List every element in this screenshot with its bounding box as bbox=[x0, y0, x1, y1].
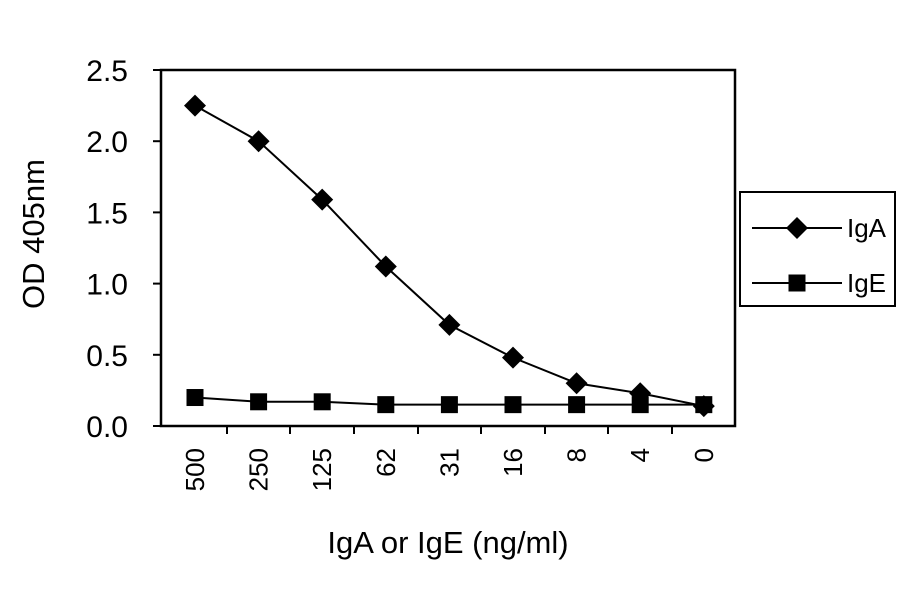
data-point-iga bbox=[565, 372, 588, 395]
y-tick-label: 0.0 bbox=[86, 411, 128, 444]
y-tick-label: 2.5 bbox=[86, 55, 128, 88]
data-point-iga bbox=[438, 313, 461, 336]
x-tick-label: 500 bbox=[180, 448, 210, 491]
x-tick-label: 0 bbox=[689, 448, 719, 462]
data-point-iga bbox=[374, 255, 397, 278]
series-iga bbox=[184, 94, 715, 418]
data-point-ige bbox=[568, 396, 586, 414]
x-tick-label: 4 bbox=[625, 448, 655, 462]
x-tick-label: 31 bbox=[434, 448, 464, 477]
series-line-iga bbox=[194, 104, 704, 408]
data-point-iga bbox=[247, 130, 270, 153]
x-tick-labels: 500 250 125 62 31 16 8 4 0 bbox=[180, 426, 719, 491]
data-point-ige bbox=[695, 396, 713, 414]
legend-marker-iga bbox=[786, 217, 808, 239]
x-tick-label: 8 bbox=[562, 448, 592, 462]
data-point-iga bbox=[502, 346, 524, 369]
legend-marker-ige bbox=[788, 274, 806, 292]
data-point-ige bbox=[631, 396, 649, 414]
plot-frame bbox=[159, 68, 737, 428]
x-tick-label: 62 bbox=[371, 448, 401, 477]
data-point-ige bbox=[186, 389, 204, 407]
data-point-iga bbox=[184, 94, 206, 117]
legend-label-ige: IgE bbox=[847, 268, 886, 298]
data-point-ige bbox=[250, 393, 268, 411]
x-tick-label: 16 bbox=[498, 448, 528, 477]
series bbox=[184, 94, 715, 418]
data-point-iga bbox=[311, 188, 334, 211]
axes bbox=[159, 68, 737, 428]
data-point-ige bbox=[440, 396, 458, 414]
y-axis-title: OD 405nm bbox=[16, 159, 51, 309]
y-tick-labels: 0.0 0.5 1.0 1.5 2.0 2.5 bbox=[86, 55, 161, 444]
legend: IgA IgE bbox=[739, 191, 896, 307]
y-tick-label: 1.5 bbox=[86, 197, 128, 230]
series-ige bbox=[186, 389, 713, 414]
legend-box bbox=[739, 191, 896, 307]
data-point-ige bbox=[313, 393, 331, 411]
x-tick-label: 250 bbox=[244, 448, 274, 491]
x-tick-label: 125 bbox=[307, 448, 337, 491]
y-tick-label: 1.0 bbox=[86, 269, 128, 302]
y-tick-label: 0.5 bbox=[86, 340, 128, 373]
y-tick-label: 2.0 bbox=[86, 126, 128, 159]
data-point-ige bbox=[504, 396, 522, 414]
legend-label-iga: IgA bbox=[847, 213, 887, 243]
x-axis-title: IgA or IgE (ng/ml) bbox=[327, 525, 568, 560]
data-point-ige bbox=[377, 396, 395, 414]
